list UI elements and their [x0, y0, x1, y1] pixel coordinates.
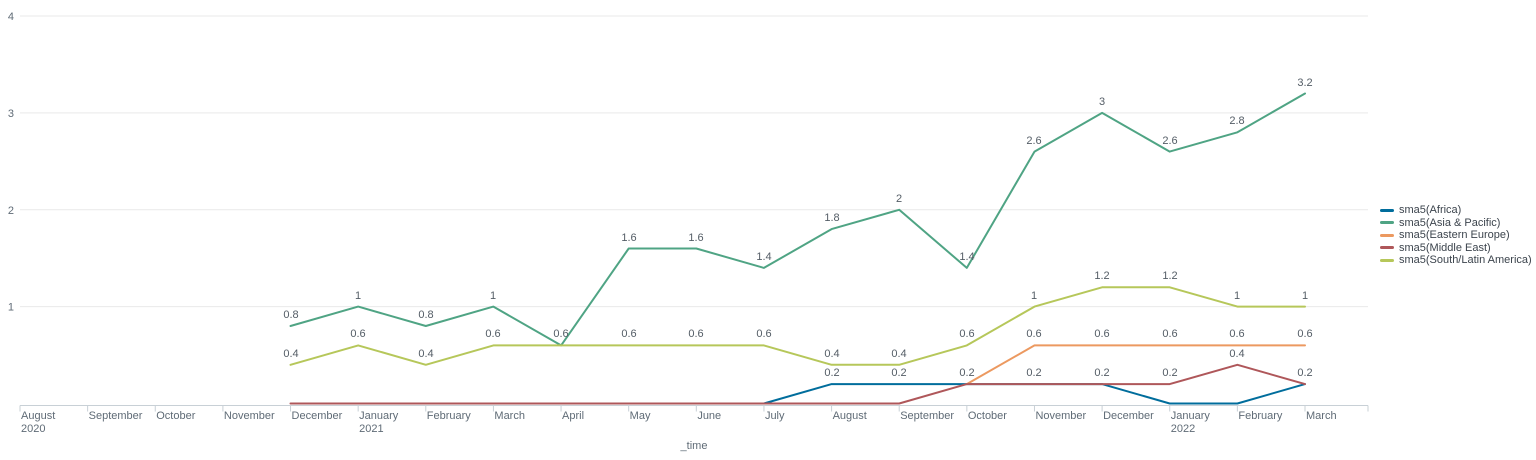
data-label: 0.6 [350, 328, 365, 340]
data-label: 0.6 [1162, 328, 1177, 340]
x-axis-label: November [1035, 410, 1086, 422]
x-axis-label: January [1171, 410, 1211, 422]
data-label: 0.4 [283, 348, 298, 360]
legend-swatch [1380, 208, 1394, 212]
data-label: 1 [355, 290, 361, 302]
data-label: 3 [1099, 96, 1105, 108]
data-label: 0.2 [959, 367, 974, 379]
legend-label: sma5(Asia & Pacific) [1399, 216, 1501, 229]
data-label: 0.2 [1297, 367, 1312, 379]
data-label: 1.4 [959, 251, 974, 263]
data-label: 0.6 [553, 328, 568, 340]
x-axis-label: October [156, 410, 195, 422]
data-label: 0.4 [824, 348, 839, 360]
x-axis-label: September [89, 410, 143, 422]
data-label: 0.8 [418, 309, 433, 321]
legend-item-sma5-eastern-europe[interactable]: sma5(Eastern Europe) [1380, 229, 1532, 242]
data-label: 1 [490, 290, 496, 302]
legend-item-sma5-middle-east[interactable]: sma5(Middle East) [1380, 242, 1532, 255]
legend-label: sma5(South/Latin America) [1399, 254, 1532, 267]
legend-item-sma5-south-latin-america[interactable]: sma5(South/Latin America) [1380, 254, 1532, 267]
data-label: 0.4 [418, 348, 433, 360]
legend-swatch [1380, 233, 1394, 237]
x-axis-label: April [562, 410, 584, 422]
x-axis-label: February [1238, 410, 1283, 422]
series-line-sma5-middle-east[interactable] [289, 363, 1306, 405]
series-line-sma5-africa[interactable] [762, 383, 1306, 405]
data-label: 1.4 [756, 251, 771, 263]
data-label: 0.4 [891, 348, 906, 360]
legend-label: sma5(Eastern Europe) [1399, 229, 1510, 242]
data-label: 1 [1234, 290, 1240, 302]
legend-item-sma5-asia-pacific[interactable]: sma5(Asia & Pacific) [1380, 217, 1532, 230]
data-label: 2.6 [1162, 135, 1177, 147]
data-label: 1.2 [1162, 270, 1177, 282]
x-axis-label: February [427, 410, 472, 422]
x-axis-label: January [359, 410, 399, 422]
x-axis-label: July [765, 410, 785, 422]
x-axis-label: September [900, 410, 954, 422]
data-label: 1.2 [1094, 270, 1109, 282]
data-label: 0.8 [283, 309, 298, 321]
data-label: 0.2 [891, 367, 906, 379]
y-axis-tick-label: 3 [8, 108, 14, 120]
legend-swatch [1380, 221, 1394, 225]
legend-label: sma5(Middle East) [1399, 241, 1491, 254]
data-label: 0.6 [688, 328, 703, 340]
series-line-sma5-asia-pacific[interactable] [289, 92, 1306, 347]
data-label: 0.4 [1229, 348, 1244, 360]
x-axis-title: _time [680, 440, 708, 452]
x-axis-label: December [1103, 410, 1154, 422]
data-label: 1.6 [688, 232, 703, 244]
x-axis-label: November [224, 410, 275, 422]
data-label: 0.2 [1094, 367, 1109, 379]
y-axis-tick-label: 4 [8, 11, 14, 23]
data-label: 0.6 [621, 328, 636, 340]
data-label: 2 [896, 193, 902, 205]
x-axis-label: March [1306, 410, 1337, 422]
x-axis-label: December [292, 410, 343, 422]
x-axis-label-year: 2020 [21, 423, 45, 435]
x-axis-label: March [494, 410, 525, 422]
legend-item-sma5-africa[interactable]: sma5(Africa) [1380, 204, 1532, 217]
x-axis-label: May [630, 410, 651, 422]
data-label: 2.8 [1229, 115, 1244, 127]
y-axis-tick-label: 2 [8, 205, 14, 217]
legend-swatch [1380, 246, 1394, 250]
legend-label: sma5(Africa) [1399, 204, 1462, 217]
data-label: 0.6 [959, 328, 974, 340]
data-label: 1 [1302, 290, 1308, 302]
data-label: 0.6 [1297, 328, 1312, 340]
data-label: 0.2 [824, 367, 839, 379]
data-label: 1.6 [621, 232, 636, 244]
legend-swatch [1380, 258, 1394, 262]
x-axis-label: August [21, 410, 55, 422]
x-axis-label-year: 2022 [1171, 423, 1195, 435]
y-axis-tick-label: 1 [8, 302, 14, 314]
legend: sma5(Africa) sma5(Asia & Pacific) sma5(Eas… [1380, 204, 1532, 267]
data-label: 0.6 [1094, 328, 1109, 340]
data-label: 0.6 [1229, 328, 1244, 340]
series-line-sma5-south-latin-america[interactable] [289, 286, 1306, 366]
data-label: 0.6 [485, 328, 500, 340]
series-line-sma5-eastern-europe[interactable] [965, 344, 1306, 386]
data-label: 3.2 [1297, 77, 1312, 89]
data-label: 2.6 [1026, 135, 1041, 147]
x-axis-label: October [968, 410, 1007, 422]
data-label: 1.8 [824, 212, 839, 224]
x-axis-label: August [833, 410, 867, 422]
x-axis-label: June [697, 410, 721, 422]
data-label: 0.2 [1162, 367, 1177, 379]
x-axis-label-year: 2021 [359, 423, 383, 435]
data-label: 0.6 [1026, 328, 1041, 340]
data-label: 1 [1031, 290, 1037, 302]
data-label: 0.6 [756, 328, 771, 340]
data-label: 0.2 [1026, 367, 1041, 379]
